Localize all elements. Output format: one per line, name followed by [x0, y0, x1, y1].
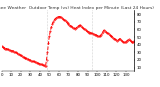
- Title: Milwaukee Weather  Outdoor Temp (vs) Heat Index per Minute (Last 24 Hours): Milwaukee Weather Outdoor Temp (vs) Heat…: [0, 6, 153, 10]
